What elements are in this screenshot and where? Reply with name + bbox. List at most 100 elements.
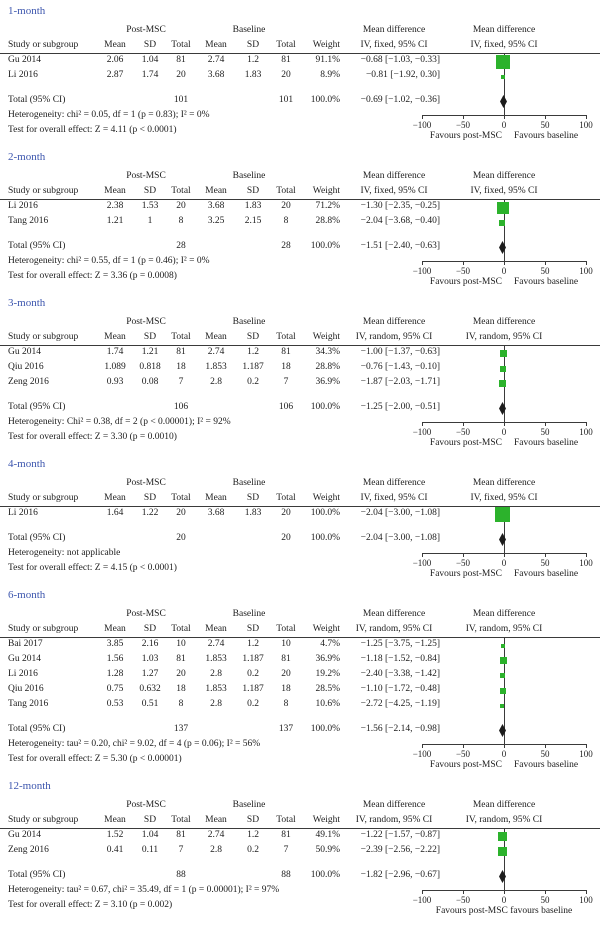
model-column-header: IV, random, 95% CI bbox=[355, 815, 433, 825]
total-weight-cell: 100.0% bbox=[310, 533, 340, 543]
panel-body: Post-MSC Baseline Mean difference Study or … bbox=[0, 798, 600, 919]
study-column-header: Study or subgroup bbox=[8, 815, 79, 825]
study-mean2-cell: 3.25 bbox=[207, 216, 225, 226]
study-sd1-cell: 1.03 bbox=[141, 654, 159, 664]
total-diamond bbox=[499, 724, 507, 742]
study-name-cell: Li 2016 bbox=[8, 508, 38, 518]
x-axis-tick-label: 50 bbox=[540, 120, 550, 130]
overall-effect-note-row: Test for overall effect: Z = 5.30 (p < 0… bbox=[0, 752, 442, 767]
favours-labels: Favours post-MSC Favours baseline bbox=[408, 569, 600, 580]
header-rule bbox=[0, 506, 600, 507]
favours-labels: Favours post-MSC Favours baseline bbox=[408, 131, 600, 142]
forest-plot-area: Mean difference IV, fixed, 95% CI −100 −50 0… bbox=[408, 23, 600, 144]
empty-header-cell bbox=[302, 607, 346, 622]
total-n1-cell: 28 bbox=[176, 241, 186, 251]
column-header-row: Study or subgroup Mean SD Total Mean SD Total W… bbox=[0, 813, 442, 828]
model-column-header: IV, fixed, 95% CI bbox=[360, 493, 428, 503]
favours-labels: Favours post-MSC Favours baseline bbox=[408, 277, 600, 288]
x-axis-tick bbox=[504, 890, 505, 894]
x-axis-tick-label: 100 bbox=[579, 266, 593, 276]
plot-header-model: IV, fixed, 95% CI bbox=[470, 186, 538, 196]
study-sd1-cell: 1.22 bbox=[141, 508, 159, 518]
empty-header-cell bbox=[0, 169, 96, 184]
mean-column-header: Mean bbox=[205, 624, 227, 634]
plot-header-model: IV, random, 95% CI bbox=[465, 332, 543, 342]
favours-labels: Favours post-MSC Favours baseline bbox=[408, 760, 600, 771]
favours-labels: Favours post-MSC Favours baseline bbox=[408, 438, 600, 449]
study-weight-cell: 10.6% bbox=[315, 699, 340, 709]
panel-body: Post-MSC Baseline Mean difference Study or … bbox=[0, 476, 600, 582]
study-row: Qiu 2016 0.75 0.632 18 1.853 1.187 18 28.5% −1.1… bbox=[0, 682, 442, 697]
study-sd2-cell: 1.83 bbox=[244, 70, 262, 80]
overall-effect-note-row: Test for overall effect: Z = 3.36 (p = 0… bbox=[0, 269, 442, 284]
study-sd2-cell: 1.83 bbox=[244, 508, 262, 518]
study-weight-cell: 34.3% bbox=[315, 347, 340, 357]
x-axis-tick-label: −100 bbox=[412, 895, 432, 905]
x-axis-tick-label: −50 bbox=[455, 427, 471, 437]
study-sd1-cell: 0.632 bbox=[139, 684, 161, 694]
study-row: Gu 2014 2.06 1.04 81 2.74 1.2 81 91.1% −0.68 [−1… bbox=[0, 53, 442, 68]
study-sd2-cell: 1.83 bbox=[244, 201, 262, 211]
study-weight-cell: 100.0% bbox=[310, 508, 340, 518]
total-n2-cell: 88 bbox=[281, 870, 291, 880]
group-header-row: Post-MSC Baseline Mean difference bbox=[0, 315, 442, 330]
heterogeneity-note: Heterogeneity: tau² = 0.67, chi² = 35.49… bbox=[8, 885, 280, 895]
heterogeneity-note: Heterogeneity: chi² = 0.55, df = 1 (p = … bbox=[8, 256, 210, 266]
mean-column-header: Mean bbox=[104, 493, 126, 503]
study-sd2-cell: 0.2 bbox=[247, 377, 259, 387]
total-weight-cell: 100.0% bbox=[310, 95, 340, 105]
column-header-row: Study or subgroup Mean SD Total Mean SD Total W… bbox=[0, 184, 442, 199]
study-mean2-cell: 2.8 bbox=[210, 699, 222, 709]
study-row: Qiu 2016 1.089 0.818 18 1.853 1.187 18 28.8% −0.… bbox=[0, 360, 442, 375]
mean-difference-header: Mean difference bbox=[362, 25, 426, 35]
overall-effect-note: Test for overall effect: Z = 3.30 (p = 0… bbox=[8, 432, 177, 442]
study-sd2-cell: 1.2 bbox=[247, 347, 259, 357]
plot-header: Mean difference IV, random, 95% CI bbox=[408, 315, 600, 345]
spacer-row bbox=[0, 712, 442, 722]
plot-header-model: IV, fixed, 95% CI bbox=[470, 493, 538, 503]
baseline-group-header: Baseline bbox=[232, 800, 266, 810]
study-sd2-cell: 1.2 bbox=[247, 830, 259, 840]
total-row: Total (95% CI) 20 20 100.0% −2.04 [−3.00, −1… bbox=[0, 531, 442, 546]
x-axis-tick-label: 50 bbox=[540, 558, 550, 568]
x-axis-tick-label: 100 bbox=[579, 895, 593, 905]
group-header-row: Post-MSC Baseline Mean difference bbox=[0, 23, 442, 38]
zero-reference-line bbox=[504, 507, 505, 553]
empty-header-cell bbox=[302, 169, 346, 184]
favours-left-label: Favours post-MSC bbox=[429, 760, 502, 770]
study-weight-cell: 36.9% bbox=[315, 654, 340, 664]
forest-plot-area: Mean difference IV, fixed, 95% CI −100 −50 0… bbox=[408, 169, 600, 290]
study-ci-cell: −1.22 [−1.57, −0.87] bbox=[360, 830, 440, 840]
study-name-cell: Tang 2016 bbox=[8, 699, 49, 709]
study-row: Li 2016 1.28 1.27 20 2.8 0.2 20 19.2% −2.40 [−3.… bbox=[0, 667, 442, 682]
study-sd1-cell: 1.27 bbox=[141, 669, 159, 679]
column-header-row: Study or subgroup Mean SD Total Mean SD Total W… bbox=[0, 622, 442, 637]
total-column-header: Total bbox=[171, 332, 191, 342]
study-table: Post-MSC Baseline Mean difference Study or … bbox=[0, 476, 442, 576]
spacer-row bbox=[0, 390, 442, 400]
total-column-header: Total bbox=[171, 624, 191, 634]
total-weight-cell: 100.0% bbox=[310, 402, 340, 412]
forest-panel: 4-month Post-MSC Baseline Mean difference St… bbox=[0, 458, 600, 582]
plot-header: Mean difference IV, random, 95% CI bbox=[408, 798, 600, 828]
total-n1-cell: 137 bbox=[173, 724, 189, 734]
study-marker-square bbox=[499, 350, 507, 357]
mean-column-header: Mean bbox=[104, 815, 126, 825]
x-axis-tick bbox=[586, 744, 587, 748]
study-column-header: Study or subgroup bbox=[8, 493, 79, 503]
total-n2-cell: 106 bbox=[278, 402, 294, 412]
total-column-header: Total bbox=[276, 332, 296, 342]
total-label-cell: Total (95% CI) bbox=[8, 241, 66, 251]
total-ci-cell: −1.51 [−2.40, −0.63] bbox=[360, 241, 440, 251]
weight-column-header: Weight bbox=[312, 332, 340, 342]
study-table: Post-MSC Baseline Mean difference Study or … bbox=[0, 798, 442, 913]
baseline-group-header: Baseline bbox=[232, 609, 266, 619]
forest-panel: 3-month Post-MSC Baseline Mean difference St… bbox=[0, 297, 600, 451]
study-mean2-cell: 2.8 bbox=[210, 377, 222, 387]
study-marker-square bbox=[500, 687, 507, 694]
study-row: Zeng 2016 0.41 0.11 7 2.8 0.2 7 50.9% −2.39 [−2.… bbox=[0, 843, 442, 858]
x-axis-tick bbox=[586, 890, 587, 894]
study-sd1-cell: 0.818 bbox=[139, 362, 161, 372]
study-mean1-cell: 3.85 bbox=[106, 639, 124, 649]
study-column-header: Study or subgroup bbox=[8, 332, 79, 342]
